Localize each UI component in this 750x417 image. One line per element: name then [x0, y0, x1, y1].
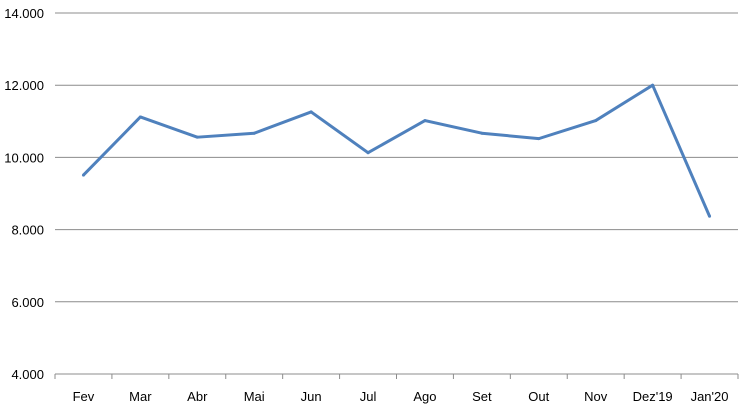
x-tick-label: Mai [244, 389, 265, 404]
data-point [423, 119, 427, 123]
x-tick-label: Ago [413, 389, 436, 404]
data-point [195, 135, 199, 139]
y-tick-label: 4.000 [11, 367, 44, 382]
series-line [82, 83, 711, 217]
x-tick-label: Dez'19 [633, 389, 673, 404]
y-tick-label: 8.000 [11, 223, 44, 238]
data-point [138, 115, 142, 119]
x-tick-label: Set [472, 389, 492, 404]
x-tick-label: Abr [187, 389, 208, 404]
x-tick-label: Fev [73, 389, 95, 404]
data-point [594, 119, 598, 123]
data-point [708, 214, 712, 218]
data-point [480, 131, 484, 135]
y-tick-label: 6.000 [11, 295, 44, 310]
x-tick-label: Jul [360, 389, 377, 404]
y-tick-label: 12.000 [4, 78, 44, 93]
x-tick-label: Jun [301, 389, 322, 404]
x-tick-label: Mar [129, 389, 152, 404]
data-point [81, 173, 85, 177]
data-point [366, 151, 370, 155]
data-point [309, 110, 313, 114]
y-tick-label: 14.000 [4, 6, 44, 21]
x-tick-label: Out [528, 389, 549, 404]
x-tick-label: Nov [584, 389, 608, 404]
x-tick-label: Jan'20 [691, 389, 729, 404]
data-point [537, 137, 541, 141]
data-point [252, 131, 256, 135]
data-point [651, 83, 655, 87]
y-tick-label: 10.000 [4, 150, 44, 165]
